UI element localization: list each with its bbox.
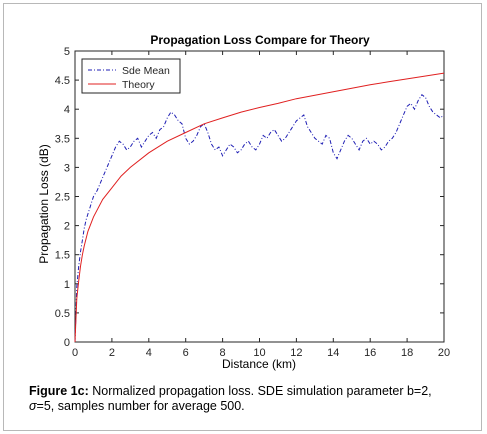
x-tick-label: 18 <box>401 347 413 359</box>
y-tick-label: 2 <box>64 221 70 233</box>
y-tick-label: 1 <box>64 279 70 291</box>
series-theory-line <box>74 72 445 343</box>
chart-title: Propagation Loss Compare for Theory <box>150 33 370 47</box>
legend-label: Theory <box>122 79 155 91</box>
axes: 0 2 4 6 8 10 12 14 16 18 20 0 0.5 1 1.5 2 2.5 3 3.5 4 4.5 5 <box>55 46 450 359</box>
legend-label: Sde Mean <box>122 65 170 77</box>
propagation-loss-chart: 0 2 4 6 8 10 12 14 16 18 20 0 0.5 1 1.5 2 2.5 3 3.5 4 4.5 5 S… <box>37 33 450 371</box>
y-tick-label: 3.5 <box>55 133 70 145</box>
x-tick-label: 8 <box>220 347 226 359</box>
x-tick-label: 10 <box>253 347 265 359</box>
x-tick-label: 12 <box>290 347 302 359</box>
plot-area-box <box>74 50 445 343</box>
y-tick-label: 4.5 <box>55 75 70 87</box>
y-tick-label: 0.5 <box>55 308 70 320</box>
series-group <box>74 72 445 343</box>
y-axis-label: Propagation Loss (dB) <box>37 144 51 263</box>
y-tick-label: 1.5 <box>55 250 70 262</box>
y-tick-label: 5 <box>64 46 70 58</box>
y-tick-label: 4 <box>64 104 70 116</box>
series-sde-mean-line <box>74 93 445 343</box>
x-tick-label: 6 <box>183 347 189 359</box>
caption-text-2: =5, samples number for average 500. <box>36 399 245 413</box>
x-tick-label: 0 <box>72 347 78 359</box>
legend-box <box>81 58 181 94</box>
caption-text: Normalized propagation loss. SDE simulat… <box>88 384 432 398</box>
x-tick-label: 16 <box>364 347 376 359</box>
x-tick-label: 2 <box>109 347 115 359</box>
y-tick-label: 2.5 <box>55 192 70 204</box>
y-tick-label: 0 <box>64 337 70 349</box>
caption-sigma: σ <box>29 399 37 413</box>
y-tick-label: 3 <box>64 162 70 174</box>
x-tick-label: 14 <box>327 347 339 359</box>
x-tick-label: 4 <box>146 347 152 359</box>
figure-frame: 0 2 4 6 8 10 12 14 16 18 20 0 0.5 1 1.5 2 2.5 3 3.5 4 4.5 5 S… <box>3 3 482 431</box>
x-axis-label: Distance (km) <box>222 357 296 371</box>
caption-label: Figure 1c: <box>29 384 89 398</box>
x-tick-label: 20 <box>438 347 450 359</box>
legend: Sde Mean Theory <box>81 58 181 94</box>
figure-caption: Figure 1c: Normalized propagation loss. … <box>29 384 469 414</box>
